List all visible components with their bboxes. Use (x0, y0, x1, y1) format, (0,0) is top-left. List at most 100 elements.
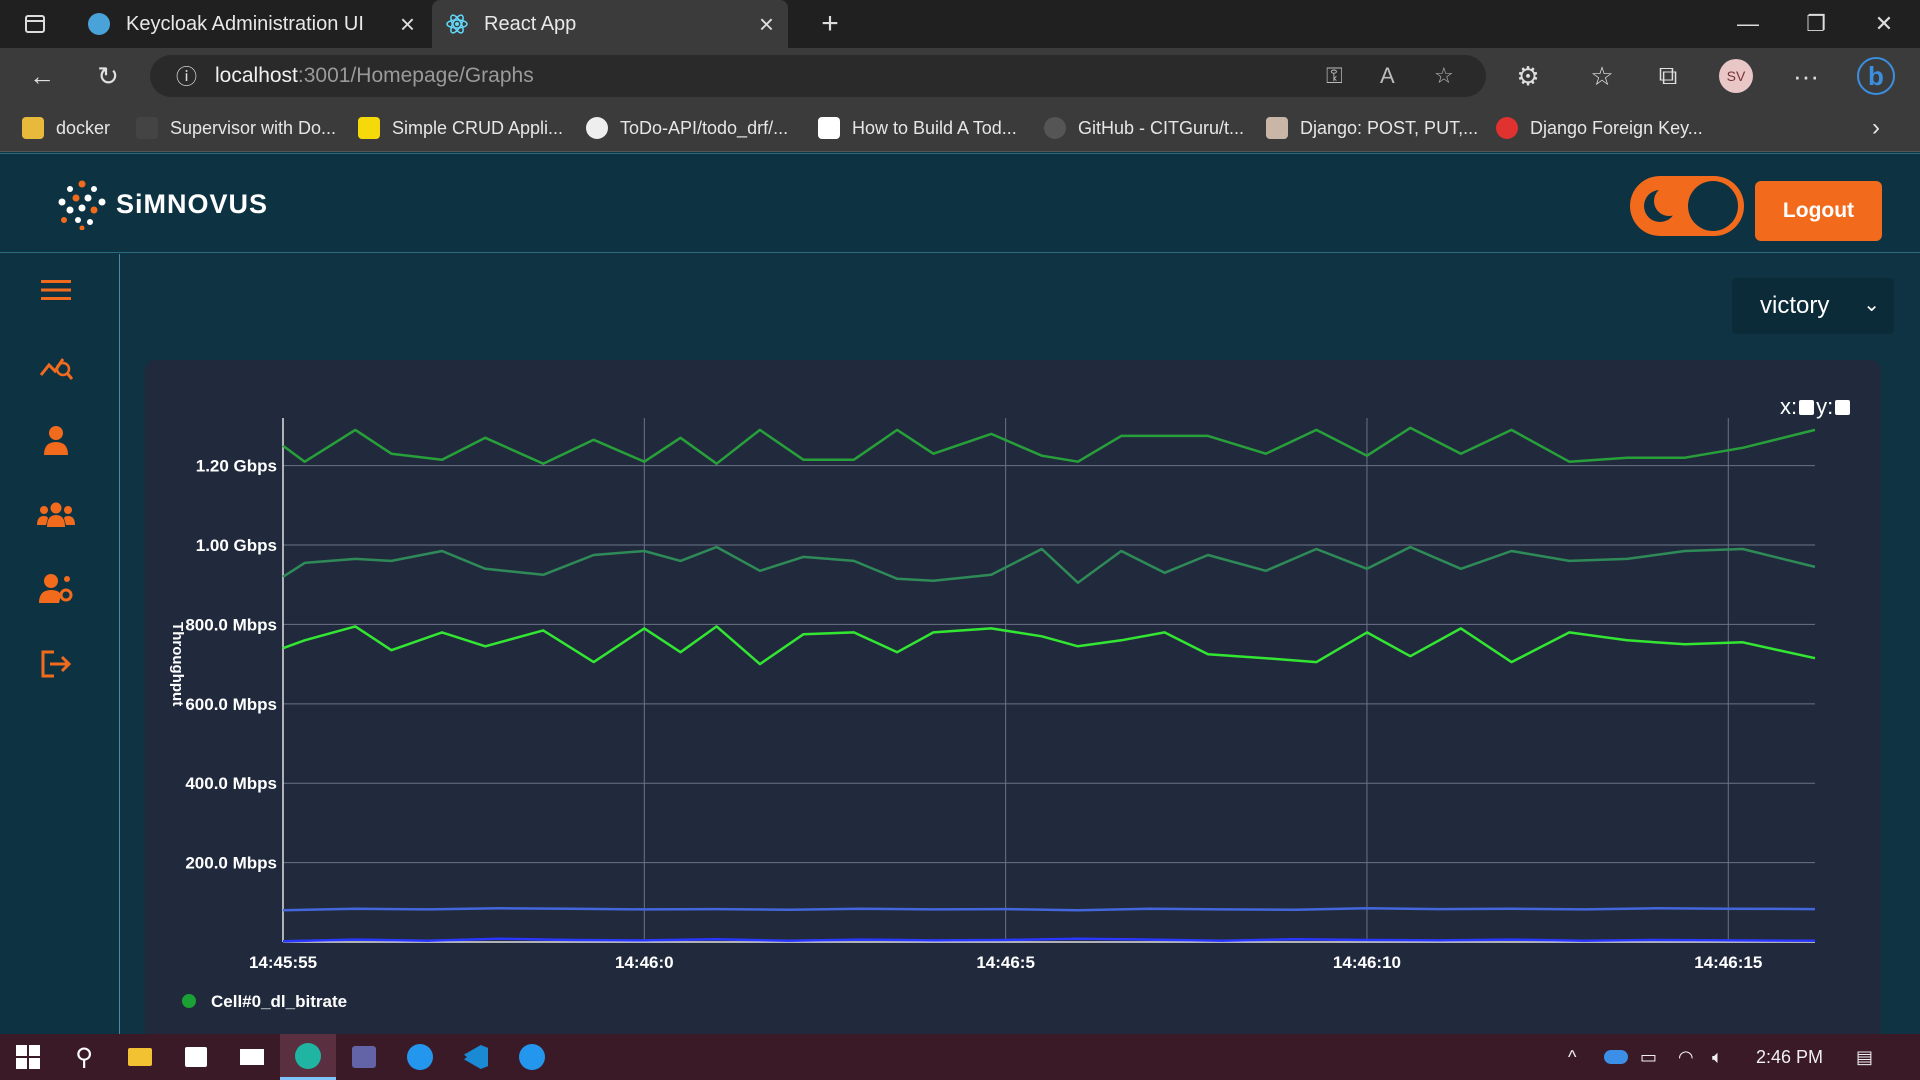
bookmark-label: Django: POST, PUT,... (1300, 117, 1479, 138)
new-tab-button[interactable]: + (821, 7, 839, 40)
bookmark-supervisor[interactable]: Supervisor with Do... (136, 104, 336, 152)
docker-icon[interactable] (392, 1034, 448, 1080)
close-tab-icon[interactable]: × (758, 8, 774, 39)
add-favorite-icon[interactable]: ☆ (1434, 63, 1454, 88)
profile-initials: SV (1719, 59, 1753, 93)
close-tab-icon[interactable]: × (399, 8, 415, 39)
toggle-knob (1688, 181, 1738, 231)
close-window-icon[interactable]: ✕ (1874, 11, 1894, 36)
url-host: localhost (215, 64, 298, 87)
tab-keycloak[interactable]: Keycloak Administration UI × (74, 0, 429, 48)
react-icon (446, 13, 468, 35)
bookmark-label: Django Foreign Key... (1530, 117, 1703, 138)
key-icon[interactable]: ⚿ (1326, 63, 1343, 88)
battery-icon[interactable]: ▭ (1640, 1046, 1658, 1067)
users-group-icon[interactable] (36, 494, 76, 534)
chart-card: 200.0 Mbps 400.0 Mbps 600.0 Mbps 800.0 Mbps… (145, 360, 1881, 1040)
logout-button[interactable]: Logout (1755, 181, 1882, 241)
y-tick-label: 1.00 Gbps (196, 536, 277, 555)
bookmark-how-to-build[interactable]: How to Build A Tod... (818, 104, 1017, 152)
windows-start-icon[interactable] (0, 1034, 56, 1080)
restore-icon[interactable]: ❐ (1806, 11, 1826, 36)
series-line-3 (282, 907, 1816, 912)
edge-icon[interactable] (280, 1034, 336, 1080)
bookmark-todo-api[interactable]: ToDo-API/todo_drf/... (586, 104, 788, 152)
tab-title: React App (484, 12, 577, 35)
sign-out-icon[interactable] (36, 644, 76, 684)
x-tick-label: 14:46:15 (1694, 953, 1762, 972)
tab-react-app[interactable]: React App × (432, 0, 788, 48)
user-settings-icon[interactable] (36, 568, 76, 608)
user-icon[interactable] (36, 420, 76, 460)
series-line-0 (282, 426, 1816, 465)
vscode-icon[interactable] (448, 1034, 504, 1080)
browser-tab-bar: Keycloak Administration UI × React App ×… (0, 0, 1920, 48)
zoom-x-checkbox[interactable] (1799, 399, 1815, 415)
y-tick-label: 800.0 Mbps (185, 615, 277, 634)
series-line-1 (282, 545, 1816, 584)
bookmark-label: Simple CRUD Appli... (392, 117, 564, 138)
profile-avatar[interactable]: SV (1716, 56, 1756, 96)
zoom-y-label: y: (1816, 394, 1834, 419)
docker-icon[interactable] (504, 1034, 560, 1080)
site-icon (358, 117, 380, 139)
bookmark-label: ToDo-API/todo_drf/... (620, 117, 789, 138)
bookmark-label: docker (56, 117, 111, 138)
tab-title: Keycloak Administration UI (126, 12, 364, 35)
tab-actions-icon[interactable] (0, 0, 70, 48)
url-field[interactable]: ⓘ localhost:3001/Homepage/Graphs ⚿ A ☆ (150, 55, 1486, 97)
url-path: :3001/Homepage/Graphs (297, 64, 534, 87)
bookmark-docker[interactable]: docker (22, 104, 110, 152)
teams-icon[interactable] (336, 1034, 392, 1080)
zoom-x-label: x: (1780, 394, 1798, 419)
theme-toggle[interactable] (1630, 176, 1744, 236)
x-tick-label: 14:45:55 (249, 953, 317, 972)
favorites-icon[interactable]: ☆ (1590, 60, 1614, 91)
minimize-icon[interactable]: — (1737, 11, 1759, 36)
collections-icon[interactable]: ⧉ (1658, 60, 1678, 90)
sidebar (0, 254, 120, 1034)
bookmark-django-foreign-key[interactable]: Django Foreign Key... (1496, 104, 1703, 152)
read-aloud-icon[interactable]: A (1380, 63, 1395, 88)
y-axis-title: Throughput (169, 622, 186, 706)
more-bookmarks-icon[interactable]: › (1872, 114, 1880, 141)
bookmarks-bar: docker Supervisor with Do... Simple CRUD… (0, 104, 1920, 152)
back-icon[interactable]: ← (29, 60, 55, 91)
github-icon (1044, 117, 1066, 139)
extensions-icon[interactable]: ⚙ (1516, 60, 1540, 91)
windows-taskbar: ⚲ ^ ▭ ◠ 🔈︎ 2:46 PM ▤ (0, 1034, 1920, 1080)
file-explorer-icon[interactable] (112, 1034, 168, 1080)
bookmark-simple-crud[interactable]: Simple CRUD Appli... (358, 104, 563, 152)
x-tick-label: 14:46:0 (615, 953, 674, 972)
notifications-icon[interactable]: ▤ (1856, 1046, 1874, 1067)
chevron-down-icon: ⌄ (1863, 294, 1880, 316)
brand-name: SiMNOVUS (116, 188, 269, 219)
store-icon[interactable] (168, 1034, 224, 1080)
refresh-icon[interactable]: ↻ (97, 60, 119, 91)
brand-logo[interactable]: SiMNOVUS (56, 178, 268, 230)
wifi-icon[interactable]: ◠ (1678, 1046, 1694, 1067)
show-hidden-icons[interactable]: ^ (1568, 1046, 1577, 1067)
zoom-controls: x: y: (1780, 394, 1852, 420)
mail-icon[interactable] (224, 1034, 280, 1080)
onedrive-icon[interactable] (1604, 1034, 1628, 1080)
bookmark-label: GitHub - CITGuru/t... (1078, 117, 1245, 138)
bookmark-github-citguru[interactable]: GitHub - CITGuru/t... (1044, 104, 1244, 152)
app-header: SiMNOVUS Logout (0, 153, 1920, 253)
search-icon[interactable]: ⚲ (75, 1043, 93, 1071)
simnovus-logo-icon (58, 180, 106, 230)
zoom-y-checkbox[interactable] (1835, 399, 1851, 415)
x-tick-label: 14:46:10 (1333, 953, 1401, 972)
volume-icon[interactable]: 🔈︎ (1712, 1046, 1723, 1067)
bing-icon[interactable]: b (1856, 56, 1896, 96)
chart-library-select[interactable]: victory ⌄ (1732, 278, 1894, 334)
clock[interactable]: 2:46 PM (1756, 1046, 1824, 1067)
menu-icon[interactable] (36, 270, 76, 310)
site-icon (1266, 117, 1288, 139)
site-info-icon[interactable]: ⓘ (176, 66, 197, 89)
throughput-chart: 200.0 Mbps 400.0 Mbps 600.0 Mbps 800.0 Mbps… (169, 418, 1816, 1011)
graphs-icon[interactable] (36, 346, 76, 386)
site-icon (1496, 117, 1518, 139)
more-icon[interactable]: ··· (1793, 60, 1819, 91)
bookmark-django-post[interactable]: Django: POST, PUT,... (1266, 104, 1478, 152)
